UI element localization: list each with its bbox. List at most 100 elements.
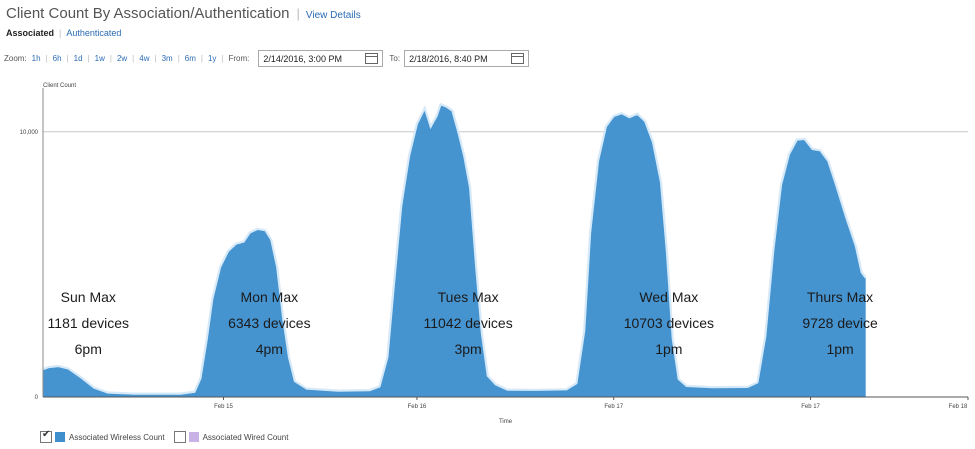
data-point	[227, 250, 229, 252]
data-point	[621, 112, 623, 114]
series-points	[42, 103, 867, 395]
data-point	[193, 391, 196, 393]
data-point	[337, 390, 339, 392]
data-point	[264, 229, 266, 231]
data-point	[378, 385, 381, 387]
calendar-icon[interactable]	[511, 53, 525, 64]
to-date-field[interactable]: 2/18/2016, 8:40 PM	[404, 50, 530, 67]
data-point	[430, 125, 432, 128]
x-tick-label: Feb 15	[214, 404, 233, 410]
data-point	[180, 393, 182, 395]
chart-header: Client Count By Association/Authenticati…	[6, 5, 361, 23]
data-point	[424, 107, 426, 109]
data-point	[747, 386, 749, 388]
data-point	[416, 123, 418, 125]
annotation-text: 3pm	[454, 341, 481, 357]
data-point	[666, 250, 668, 252]
zoom-toolbar: Zoom: 1h | 6h | 1d | 1w | 2w | 4w | 3m | 6m | 1y…	[4, 50, 530, 67]
data-point	[613, 115, 615, 117]
data-point	[575, 382, 578, 384]
data-point	[628, 116, 631, 118]
data-point	[583, 330, 585, 332]
from-date-field[interactable]: 2/14/2016, 3:00 PM	[258, 50, 384, 67]
data-point	[780, 184, 782, 186]
data-point	[589, 232, 591, 234]
zoom-3m[interactable]: 3m	[161, 54, 173, 63]
annotation-text: Thurs Max	[807, 289, 873, 305]
data-point	[219, 266, 221, 268]
zoom-1d[interactable]: 1d	[73, 54, 83, 63]
annotation-text: 6pm	[75, 341, 102, 357]
legend-wireless-swatch	[55, 432, 65, 442]
y-tick-label: 10,000	[20, 130, 39, 136]
from-label: From:	[228, 54, 250, 63]
zoom-1w[interactable]: 1w	[94, 54, 105, 63]
zoom-6m[interactable]: 6m	[184, 54, 196, 63]
y-axis-label: Client Count	[43, 83, 76, 89]
data-point	[475, 263, 477, 265]
data-point	[756, 381, 759, 383]
data-point	[597, 160, 599, 162]
data-point	[660, 181, 662, 183]
data-point	[506, 389, 509, 391]
data-point	[288, 356, 290, 358]
data-point	[487, 375, 489, 377]
legend-wired-checkbox[interactable]	[173, 431, 186, 443]
data-point	[845, 216, 847, 218]
tab-separator: |	[59, 28, 62, 38]
data-point	[235, 243, 237, 245]
data-point	[256, 228, 259, 230]
data-point	[392, 290, 394, 292]
x-tick-label: Feb 18	[949, 404, 968, 410]
data-point	[855, 245, 857, 247]
legend-item-wireless[interactable]: Associated Wireless Count	[40, 429, 165, 443]
annotation: Mon Max 6343 devices 4pm	[228, 289, 311, 357]
annotation-text: 4pm	[256, 341, 283, 357]
data-point	[48, 366, 50, 368]
zoom-1h[interactable]: 1h	[31, 54, 41, 63]
zoom-6h[interactable]: 6h	[52, 54, 62, 63]
data-point	[270, 239, 272, 241]
x-tick-label: Feb 16	[408, 404, 427, 410]
data-point	[199, 377, 201, 379]
data-point	[772, 250, 774, 252]
view-details-link[interactable]: View Details	[305, 10, 361, 21]
data-point	[132, 393, 135, 395]
legend-wireless-checkbox[interactable]	[40, 429, 52, 443]
data-point	[804, 138, 806, 140]
x-tick-label: Feb 17	[604, 404, 623, 410]
zoom-1y[interactable]: 1y	[207, 54, 217, 63]
data-point	[457, 131, 459, 133]
annotation-text: 1181 devices	[48, 315, 129, 331]
annotation-text: 6343 devices	[228, 315, 311, 331]
data-point	[68, 368, 70, 370]
zoom-label: Zoom:	[4, 54, 27, 63]
association-tabs: Associated | Authenticated	[6, 28, 121, 38]
data-point	[243, 241, 245, 243]
annotation-text: Tues Max	[438, 289, 499, 305]
annotation-text: 1pm	[655, 341, 682, 357]
tab-associated[interactable]: Associated	[6, 28, 55, 38]
data-point	[282, 316, 284, 318]
calendar-icon[interactable]	[365, 53, 379, 64]
from-date-value: 2/14/2016, 3:00 PM	[263, 53, 342, 64]
data-point	[835, 184, 837, 186]
data-point	[865, 277, 867, 279]
data-point	[495, 383, 497, 385]
data-point	[652, 141, 654, 143]
data-point	[819, 149, 822, 151]
data-point	[469, 186, 471, 189]
zoom-4w[interactable]: 4w	[139, 54, 150, 63]
annotation-text: Sun Max	[61, 289, 116, 305]
data-point	[58, 365, 60, 367]
data-point	[211, 298, 213, 300]
legend-item-wired[interactable]: Associated Wired Count	[173, 431, 288, 443]
data-point	[276, 266, 278, 268]
to-label: To:	[389, 54, 401, 63]
data-point	[534, 389, 536, 391]
tab-authenticated[interactable]: Authenticated	[66, 28, 122, 38]
zoom-2w[interactable]: 2w	[116, 54, 128, 63]
data-point	[451, 110, 453, 112]
annotation-text: Mon Max	[241, 289, 299, 305]
